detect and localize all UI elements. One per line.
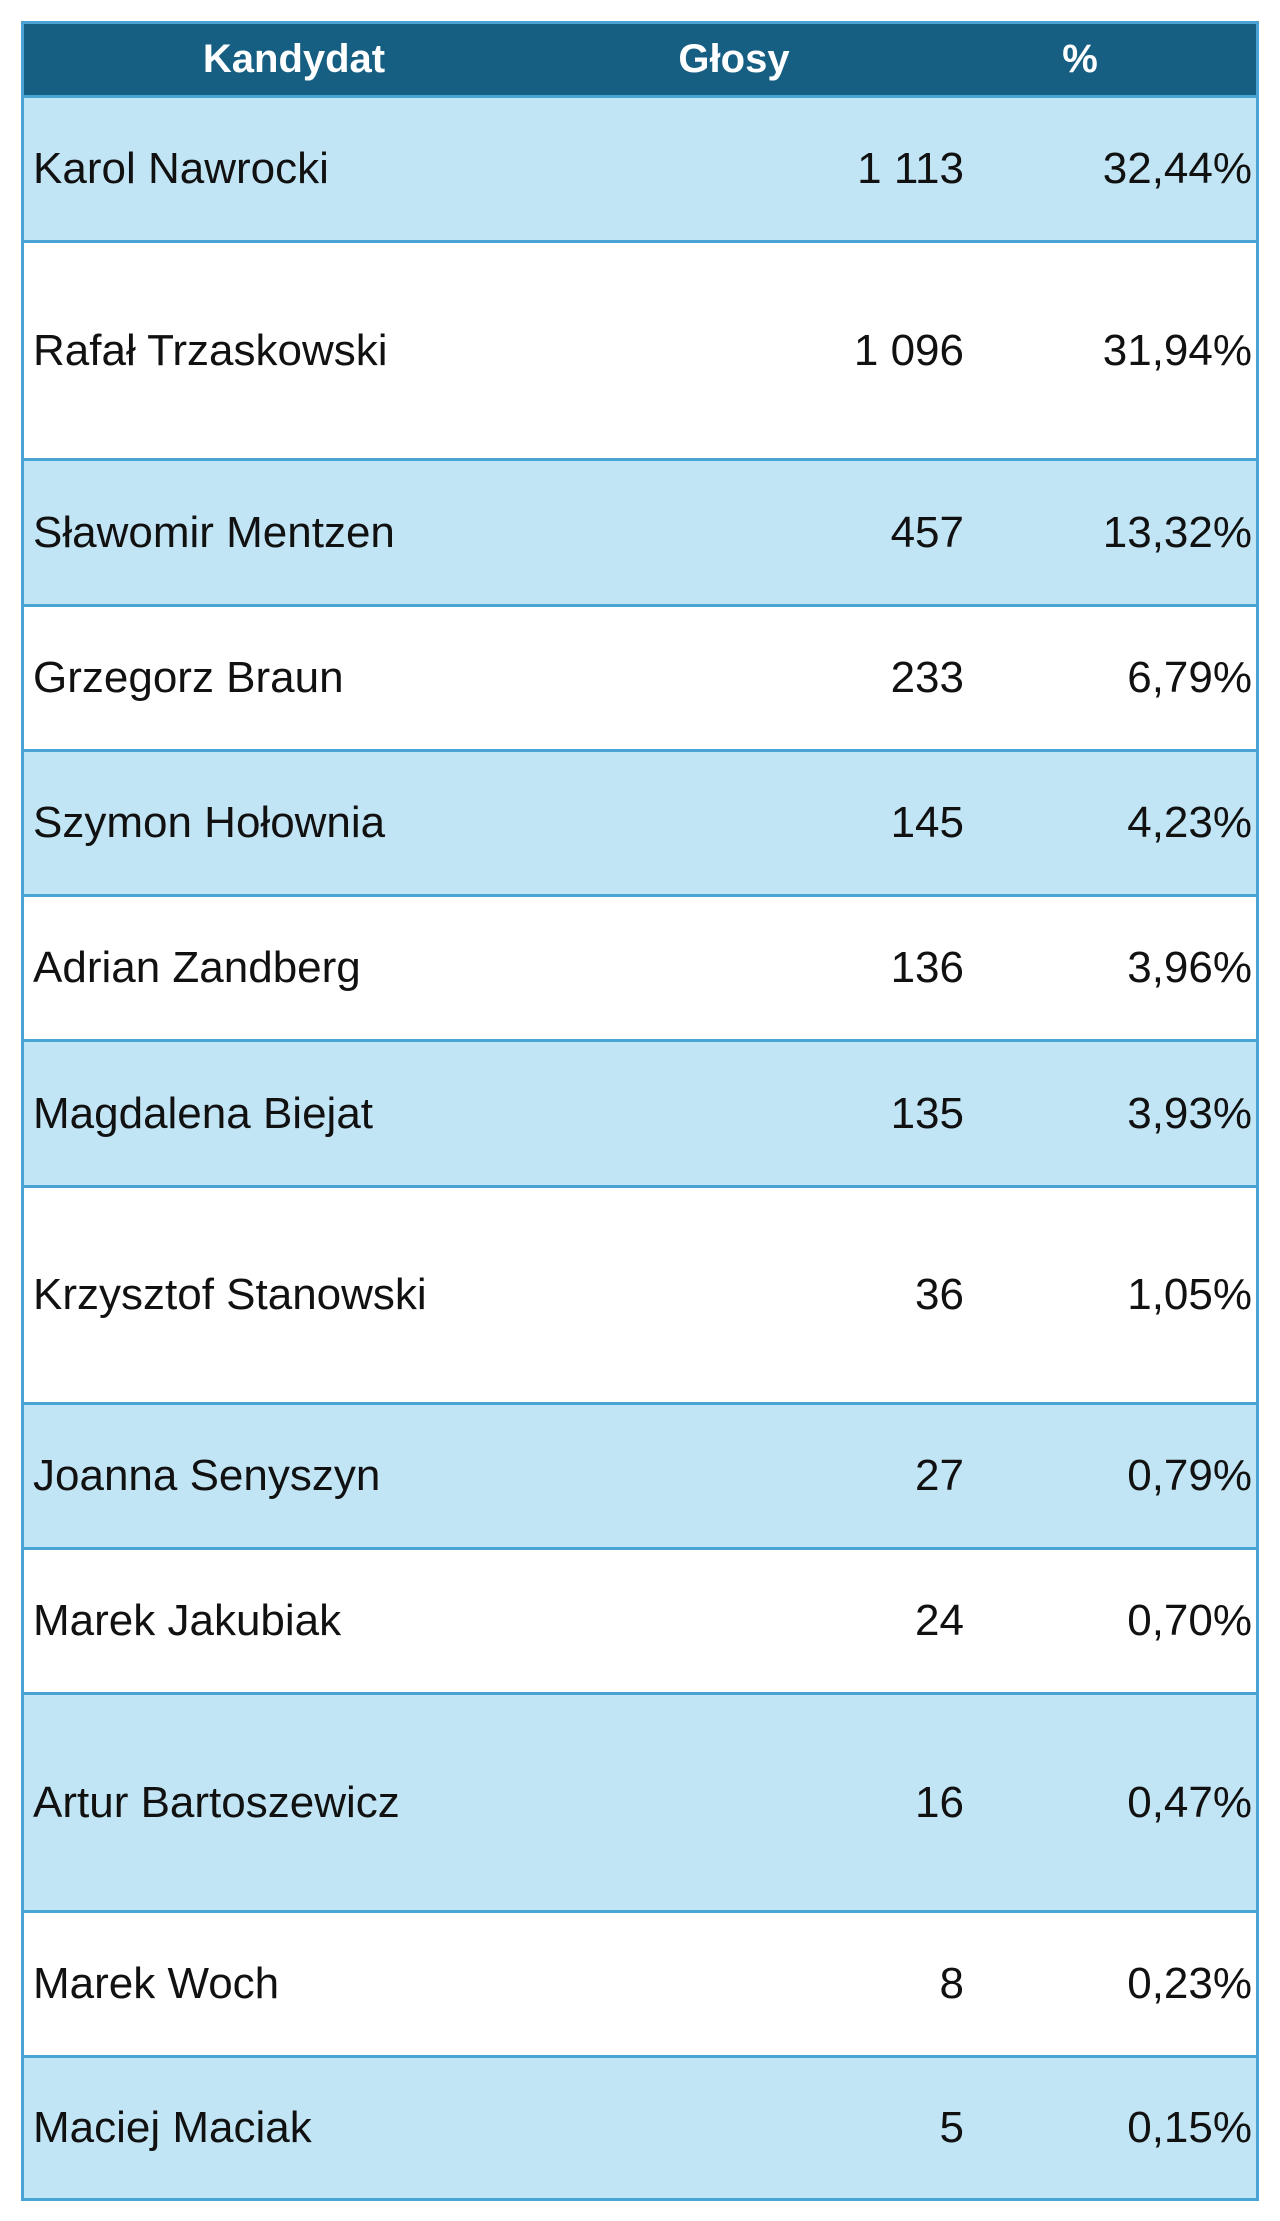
results-table: Kandydat Głosy % Karol Nawrocki 1 113 32… bbox=[21, 21, 1259, 2201]
candidate-name: Krzysztof Stanowski bbox=[33, 1270, 427, 1319]
vote-percent: 6,79% bbox=[1127, 653, 1252, 702]
candidate-name: Szymon Hołownia bbox=[33, 798, 386, 847]
vote-count: 136 bbox=[890, 943, 964, 992]
vote-count: 233 bbox=[890, 653, 964, 702]
vote-percent: 4,23% bbox=[1127, 798, 1252, 847]
candidate-name: Maciej Maciak bbox=[33, 2103, 312, 2152]
candidate-name: Sławomir Mentzen bbox=[33, 507, 395, 557]
vote-percent: 1,05% bbox=[1127, 1270, 1252, 1319]
table-row: Marek Jakubiak 24 0,70% bbox=[24, 1550, 1256, 1695]
vote-percent: 3,93% bbox=[1127, 1088, 1252, 1138]
table-row: Rafał Trzaskowski 1 096 31,94% bbox=[24, 243, 1256, 461]
vote-percent: 0,79% bbox=[1127, 1451, 1252, 1500]
table-row: Grzegorz Braun 233 6,79% bbox=[24, 607, 1256, 752]
vote-count: 457 bbox=[890, 507, 964, 557]
vote-count: 145 bbox=[890, 798, 964, 847]
vote-percent: 0,15% bbox=[1127, 2103, 1252, 2152]
header-votes: Głosy bbox=[678, 37, 790, 81]
vote-percent: 0,70% bbox=[1127, 1596, 1252, 1645]
candidate-name: Adrian Zandberg bbox=[33, 943, 361, 992]
candidate-name: Marek Jakubiak bbox=[33, 1596, 342, 1645]
vote-count: 24 bbox=[915, 1596, 964, 1645]
candidate-name: Grzegorz Braun bbox=[33, 653, 344, 702]
table-row: Karol Nawrocki 1 113 32,44% bbox=[24, 98, 1256, 243]
vote-percent: 31,94% bbox=[1102, 325, 1252, 375]
table-row: Magdalena Biejat 135 3,93% bbox=[24, 1042, 1256, 1188]
vote-percent: 3,96% bbox=[1127, 943, 1252, 992]
vote-count: 36 bbox=[915, 1270, 964, 1319]
vote-count: 135 bbox=[890, 1088, 964, 1138]
header-percent: % bbox=[1062, 37, 1098, 81]
vote-percent: 0,47% bbox=[1127, 1777, 1252, 1827]
vote-count: 5 bbox=[939, 2103, 964, 2152]
candidate-name: Joanna Senyszyn bbox=[33, 1451, 381, 1500]
vote-count: 8 bbox=[939, 1959, 964, 2008]
vote-count: 27 bbox=[915, 1451, 964, 1500]
candidate-name: Artur Bartoszewicz bbox=[33, 1777, 400, 1827]
candidate-name: Marek Woch bbox=[33, 1959, 280, 2008]
table-header: Kandydat Głosy % bbox=[24, 24, 1256, 98]
table-row: Krzysztof Stanowski 36 1,05% bbox=[24, 1188, 1256, 1405]
table-row: Joanna Senyszyn 27 0,79% bbox=[24, 1405, 1256, 1550]
candidate-name: Rafał Trzaskowski bbox=[33, 325, 388, 375]
vote-count: 1 113 bbox=[857, 144, 964, 193]
table-row: Sławomir Mentzen 457 13,32% bbox=[24, 461, 1256, 607]
vote-percent: 13,32% bbox=[1102, 507, 1252, 557]
vote-count: 16 bbox=[915, 1777, 964, 1827]
table-row: Artur Bartoszewicz 16 0,47% bbox=[24, 1695, 1256, 1913]
candidate-name: Magdalena Biejat bbox=[33, 1088, 374, 1138]
table-row: Adrian Zandberg 136 3,96% bbox=[24, 897, 1256, 1042]
vote-count: 1 096 bbox=[853, 325, 964, 375]
candidate-name: Karol Nawrocki bbox=[33, 144, 329, 193]
vote-percent: 32,44% bbox=[1102, 144, 1252, 193]
table-row: Marek Woch 8 0,23% bbox=[24, 1913, 1256, 2058]
header-candidate: Kandydat bbox=[202, 37, 386, 81]
table-row: Maciej Maciak 5 0,15% bbox=[24, 2058, 1256, 2198]
table-row: Szymon Hołownia 145 4,23% bbox=[24, 752, 1256, 897]
vote-percent: 0,23% bbox=[1127, 1959, 1252, 2008]
